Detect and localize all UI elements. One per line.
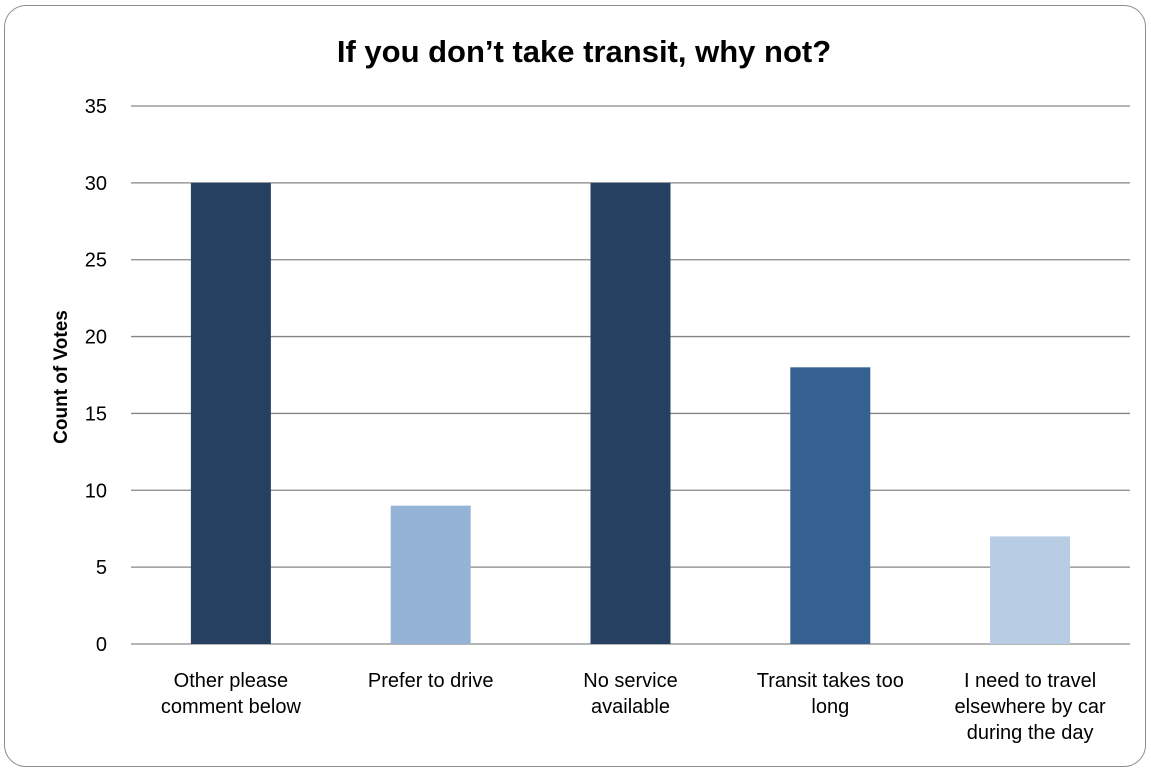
category-label: No service available	[583, 670, 677, 718]
bar-4	[790, 367, 871, 644]
category-label: Other please comment below	[161, 670, 302, 718]
category-label: Transit takes too long	[757, 670, 904, 718]
y-tick-label: 15	[85, 403, 107, 425]
y-tick-label: 35	[85, 96, 107, 118]
bar-3	[590, 182, 671, 644]
y-tick-label: 30	[85, 173, 107, 195]
y-tick-label: 20	[85, 327, 107, 349]
category-label: Prefer to drive	[368, 670, 494, 692]
category-labels: Other please comment below Prefer to drive…	[161, 670, 1106, 744]
y-tick-label: 0	[96, 634, 107, 656]
y-axis-label: Count of Votes	[51, 310, 72, 444]
y-tick-label: 25	[85, 250, 107, 272]
bar-5	[990, 536, 1071, 644]
chart-title: If you don’t take transit, why not?	[337, 34, 831, 69]
y-tick-label: 5	[96, 557, 107, 579]
category-label: I need to travel elsewhere by car during t…	[955, 670, 1107, 744]
y-tick-labels: 0 5 10 15 20 25 30 35	[85, 96, 107, 656]
y-tick-label: 10	[85, 480, 107, 502]
bar-2	[390, 505, 471, 644]
bar-1	[190, 182, 271, 644]
bars	[190, 182, 1071, 644]
